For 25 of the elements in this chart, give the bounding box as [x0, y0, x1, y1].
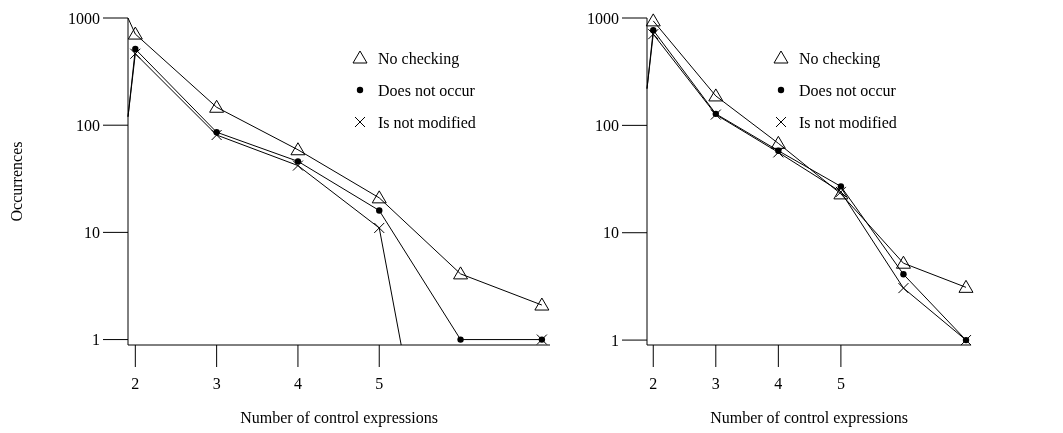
y-tick-label: 100 — [595, 116, 619, 134]
x-tick-label: 5 — [375, 375, 384, 392]
x-tick-label: 5 — [836, 375, 845, 392]
x-tick-label: 3 — [212, 375, 221, 392]
y-tick-label: 1 — [611, 331, 619, 349]
y-tick-label: 10 — [84, 223, 100, 241]
x-tick-label: 3 — [711, 375, 720, 392]
x-axis-title: Number of control expressions — [710, 409, 908, 427]
x-tick-label: 2 — [131, 375, 140, 392]
x-tick-label: 4 — [774, 375, 783, 392]
legend-label: Does not occur — [799, 81, 897, 99]
x-tick-label: 2 — [649, 375, 658, 392]
legend-label: Is not modified — [799, 113, 897, 131]
y-tick-label: 1000 — [587, 9, 619, 27]
y-axis-title: Occurrences — [8, 141, 25, 222]
y-tick-label: 1 — [92, 331, 100, 349]
x-tick-label: 4 — [293, 375, 302, 392]
legend-label: No checking — [799, 49, 881, 68]
y-tick-label: 100 — [76, 116, 100, 134]
x-axis-title: Number of control expressions — [240, 409, 438, 427]
y-tick-label: 10 — [603, 224, 619, 242]
legend-label: Does not occur — [378, 81, 476, 99]
y-tick-label: 1000 — [68, 9, 100, 27]
legend-label: Is not modified — [378, 113, 476, 131]
legend-label: No checking — [378, 49, 460, 68]
